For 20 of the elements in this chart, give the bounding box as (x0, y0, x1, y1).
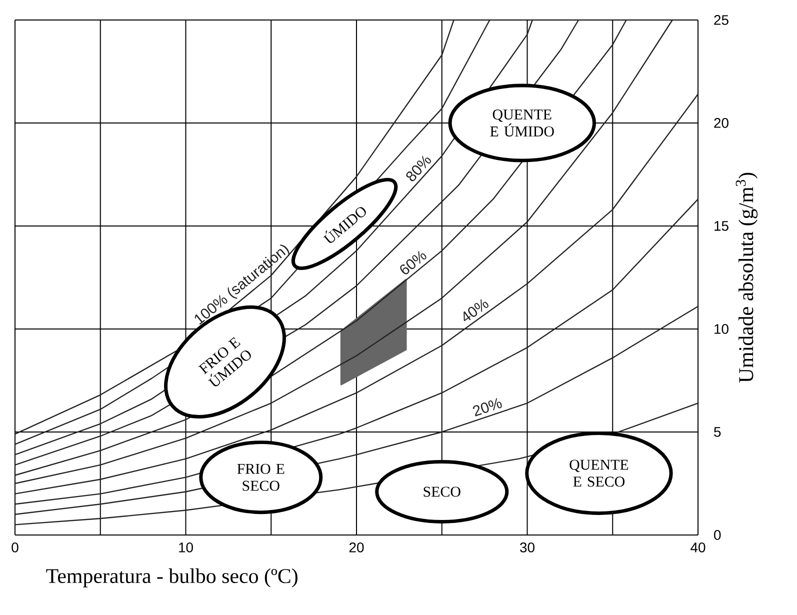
y-axis-title: Umidade absoluta (g/m$^{3}$) (736, 172, 758, 383)
annotation: QUENTE E SECO (570, 460, 628, 487)
y-tick-label: 5 (714, 427, 721, 437)
x-tick-label: 30 (520, 542, 534, 552)
y-tick-label: 10 (714, 324, 728, 334)
annotation: FRIO E SECO (237, 464, 284, 491)
text: 40% (464, 299, 488, 322)
y-tick-label: 20 (714, 118, 728, 128)
x-tick-label: 40 (690, 542, 706, 552)
x-axis-title: Temperatura - bulbo seco (ºC) (46, 568, 298, 588)
y-tick-label: 25 (714, 15, 728, 25)
y-tick-label: 15 (714, 221, 728, 231)
text: 60% (400, 250, 426, 274)
y-tick-label: 0 (714, 530, 721, 540)
x-tick-label: 0 (12, 542, 18, 552)
text: 20% (472, 398, 502, 416)
annotation: QUENTE E ÚMIDO (490, 110, 554, 136)
x-tick-label: 20 (349, 542, 364, 552)
x-tick-label: 10 (179, 542, 193, 552)
annotation: SECO (424, 486, 460, 497)
